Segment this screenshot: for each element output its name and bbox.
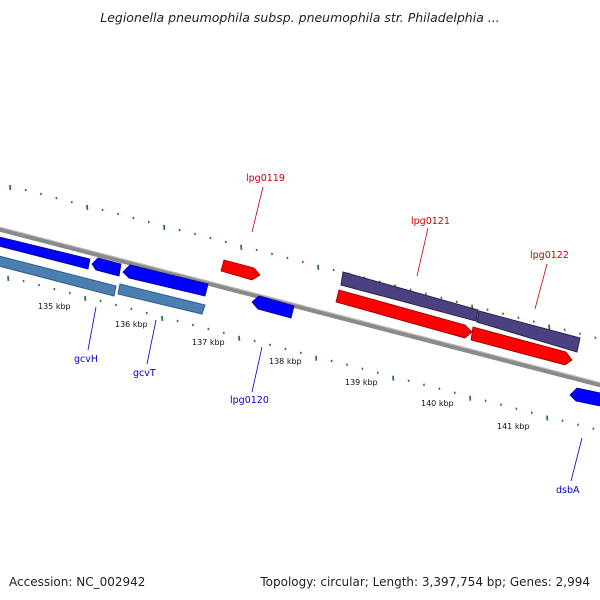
lpg0120-gene-arrow[interactable] (251, 295, 295, 319)
gene-label-lpg0120[interactable]: lpg0120 (230, 395, 269, 406)
gene-label-lpg0119[interactable]: lpg0119 (246, 173, 285, 184)
map-title: Legionella pneumophila subsp. pneumophil… (100, 10, 500, 25)
lpg0119-gene-arrow[interactable] (220, 259, 261, 281)
lpg0121-label-leader (416, 227, 429, 277)
ruler-label: 135 kbp (38, 302, 71, 311)
accession-text: Accession: NC_002942 (9, 575, 146, 589)
tick-marks-lower (7, 275, 595, 430)
gcvH-label-leader (87, 306, 97, 351)
reverse-operon-band (0, 255, 117, 297)
lpg0122-gene-arrow[interactable] (470, 326, 573, 366)
tick-marks-upper (9, 184, 597, 339)
gene-label-lpg0122[interactable]: lpg0122 (530, 250, 569, 261)
ruler-label: 138 kbp (269, 357, 302, 366)
gcvH-gene-arrow[interactable] (91, 257, 122, 277)
gcvT-label-leader (146, 319, 157, 365)
lpg0121-gene-arrow[interactable] (335, 289, 473, 339)
gcvP-gene-arrow[interactable] (0, 236, 91, 270)
genome-backbone (0, 226, 600, 388)
topology-text: Topology: circular; Length: 3,397,754 bp… (260, 575, 590, 589)
lpg0122-label-leader (534, 263, 548, 310)
ruler-label: 137 kbp (192, 338, 225, 347)
genome-backbone-highlight (0, 226, 600, 384)
lpg0119-label-leader (251, 186, 264, 233)
forward-operon-band (476, 310, 581, 353)
ruler-label: 136 kbp (115, 320, 148, 329)
ruler-label: 139 kbp (345, 378, 378, 387)
gcvT-gene-arrow[interactable] (122, 264, 209, 297)
reverse-operon-band (117, 283, 206, 315)
dsbA-gene-arrow[interactable] (569, 387, 600, 407)
gene-label-gcvH[interactable]: gcvH (74, 354, 98, 365)
gene-label-lpg0121[interactable]: lpg0121 (411, 216, 450, 227)
ruler-label: 141 kbp (497, 422, 530, 431)
lpg0120-label-leader (251, 346, 263, 393)
dsbA-label-leader (570, 437, 583, 482)
gene-label-gcvT[interactable]: gcvT (133, 368, 156, 379)
ruler-label: 140 kbp (421, 399, 454, 408)
gene-label-dsbA[interactable]: dsbA (556, 485, 580, 496)
forward-operon-band (340, 271, 479, 322)
